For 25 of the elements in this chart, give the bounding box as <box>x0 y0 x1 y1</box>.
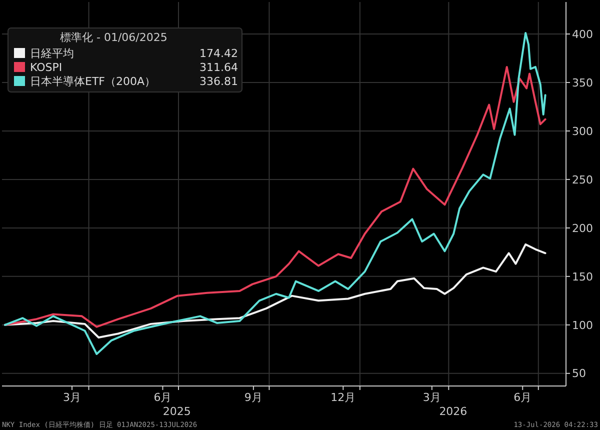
text: 2025 <box>162 405 191 418</box>
y-tick-label: 150 <box>572 270 593 284</box>
line-series <box>4 243 546 339</box>
line-series <box>4 32 546 355</box>
x-tick-label: 12月 <box>330 391 356 404</box>
legend-label: 日経平均 <box>30 47 74 60</box>
annotation: 174.42 <box>200 47 238 60</box>
y-tick-label: 300 <box>572 124 593 138</box>
x-tick-label: 6月 <box>514 391 532 404</box>
y-tick-label: 250 <box>572 173 593 186</box>
legend-label: 日本半導体ETF（200A） <box>30 75 156 88</box>
annotation: 336.81 <box>200 75 238 88</box>
legend-label: KOSPI <box>30 61 62 74</box>
text: 2026 <box>439 405 468 418</box>
legend-title: 標準化 - 01/06/2025 <box>60 31 168 44</box>
x-tick-label: 9月 <box>244 391 262 404</box>
y-tick-label: 350 <box>572 76 593 90</box>
y-tick-label: 100 <box>572 318 593 332</box>
x-tick-label: 6月 <box>154 391 172 404</box>
y-tick-label: 200 <box>572 222 593 235</box>
y-tick-label: 50 <box>572 367 586 380</box>
y-tick-label: 400 <box>572 28 593 41</box>
x-tick-label: 3月 <box>63 391 82 404</box>
annotation: 311.64 <box>200 61 238 74</box>
x-tick-label: 3月 <box>422 391 441 404</box>
